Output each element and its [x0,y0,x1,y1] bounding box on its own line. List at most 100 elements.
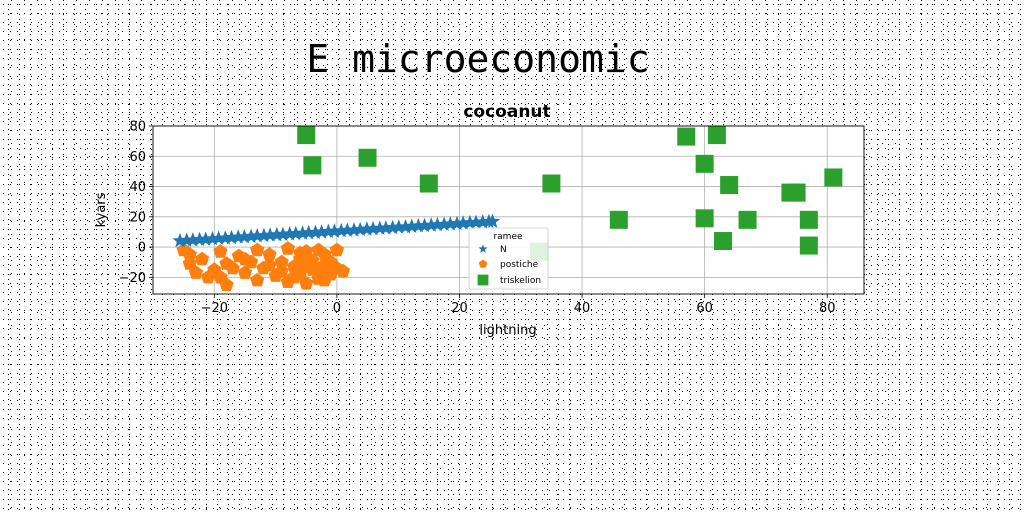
data-point-postiche [286,269,302,284]
legend-box [468,227,549,290]
data-point-n [243,228,259,243]
legend-label-n: N [500,245,507,255]
data-point-n [249,228,265,243]
data-point-n [339,222,355,237]
chart-title: cocoanut [463,102,550,122]
y-axis-label: kyars [94,192,109,227]
data-point-n [385,219,401,235]
data-point-n [365,220,381,236]
data-point-n [485,213,501,228]
data-point-triskelion [695,209,714,228]
data-point-postiche [329,242,344,257]
data-point-postiche [280,241,295,255]
data-point-n [416,217,433,233]
data-point-n [462,214,478,230]
data-point-n [223,229,240,245]
data-point-postiche [188,265,203,279]
data-point-postiche [299,257,314,272]
x-axis-label: lightning [479,323,536,338]
data-point-n [230,229,246,244]
data-point-n [301,224,317,240]
data-point-postiche [182,247,197,261]
data-point-postiche [299,275,314,290]
legend-marker-n [478,244,488,253]
data-point-n [185,232,201,247]
data-point-triskelion [738,210,757,229]
data-point-n [294,225,311,240]
data-point-postiche [323,254,338,269]
figure-suptitle: E microeconomic [306,37,649,81]
data-point-n [333,222,349,238]
data-point-n [397,219,414,234]
y-tick-label: 0 [138,241,146,256]
y-tick-label: 60 [129,150,146,165]
data-point-triskelion [707,126,726,145]
data-point-triskelion [695,154,714,173]
data-point-triskelion [787,183,806,202]
legend-marker-triskelion [477,274,489,286]
data-point-postiche [237,265,253,279]
data-point-n [198,231,214,246]
data-point-n [326,223,342,238]
data-point-postiche [274,254,289,269]
data-point-triskelion [799,236,818,255]
data-point-n [192,231,208,247]
data-point-n [179,232,195,247]
data-point-postiche [311,263,326,278]
data-point-n [378,220,394,235]
data-point-n [423,217,439,232]
data-point-n [404,218,420,233]
data-point-n [372,220,388,235]
data-point-n [262,227,278,242]
data-point-n [211,230,227,245]
y-tick-label: 80 [129,120,146,135]
data-point-triskelion [714,232,733,251]
data-point-postiche [250,242,265,257]
data-point-n [346,222,362,237]
data-point-n [256,227,272,243]
data-point-n [313,224,330,239]
x-tick-label: 40 [574,301,591,316]
x-tick-label: 60 [696,301,713,316]
data-point-n [429,216,445,232]
x-tick-label: 0 [333,301,341,316]
data-point-triskelion [799,210,818,229]
axis-ticks: −20 0 20 40 60 80 −20 0 20 40 60 80 [119,120,836,317]
data-point-n [172,232,188,248]
plot-frame [152,125,865,295]
data-point-n [449,215,465,231]
data-point-postiche [194,251,210,266]
y-tick-label: 40 [129,180,146,195]
data-point-n [442,216,458,231]
y-tick-label: 20 [129,210,146,225]
data-point-triskelion [303,156,322,175]
data-point-n [275,226,291,241]
data-point-triskelion [542,174,561,193]
data-point-n [391,219,407,234]
data-point-triskelion [358,148,377,167]
x-tick-label: −20 [201,301,228,316]
data-point-n [359,221,375,236]
data-point-n [436,216,452,231]
data-point-postiche [213,269,228,284]
x-tick-label: 80 [819,301,836,316]
data-point-triskelion [677,127,696,146]
x-tick-label: 20 [451,301,468,316]
data-point-n [204,230,221,246]
data-point-triskelion [609,210,628,229]
data-point-n [468,214,484,229]
data-point-triskelion [824,168,843,187]
legend-label-postiche: postiche [500,260,539,270]
data-point-postiche [293,245,308,260]
data-point-triskelion [419,174,438,193]
legend-label-triskelion: triskelion [500,276,541,286]
data-point-postiche [311,242,326,257]
legend-title: ramee [493,232,523,242]
data-point-n [307,224,323,239]
data-point-triskelion [720,176,739,195]
data-point-postiche [225,260,240,275]
data-point-postiche [274,263,289,278]
data-point-postiche [213,244,228,258]
